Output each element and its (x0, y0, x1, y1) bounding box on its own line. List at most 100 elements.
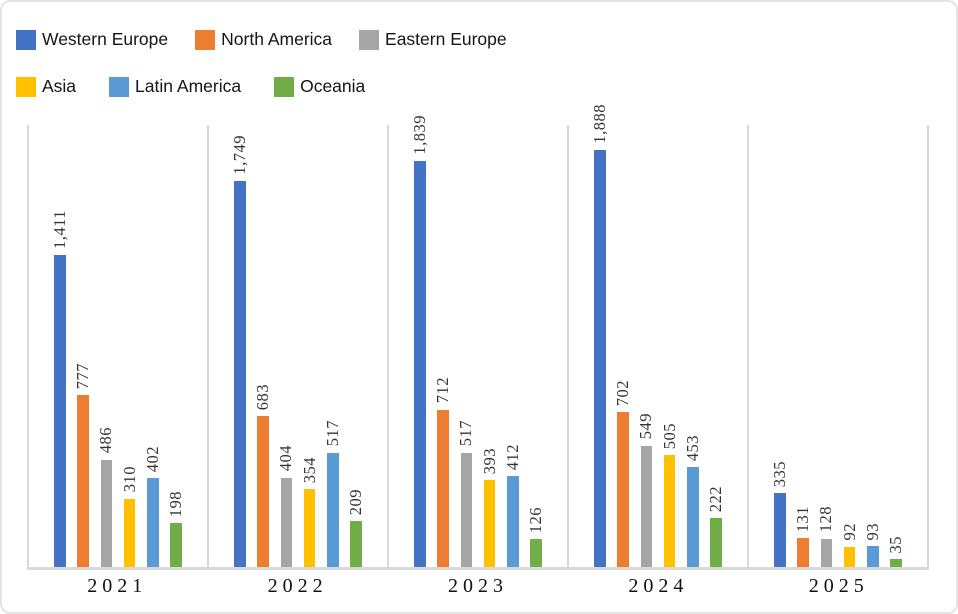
year-panel-2023: 1,839 712 517 393 412 126 (389, 115, 569, 567)
legend-item-latin-america: Latin America (109, 76, 241, 97)
legend-item-label: North America (221, 29, 333, 49)
legend-item-label: Asia (42, 76, 77, 96)
bar-value-label: 222 (705, 485, 725, 512)
bar-slot-asia-2023: 393 (479, 125, 499, 567)
bar-value-label: 310 (119, 466, 139, 493)
bar-slot-eastern-europe-2021: 486 (96, 125, 116, 567)
bar-slot-latin-america-2021: 402 (142, 125, 162, 567)
legend-item-western-europe: Western Europe (16, 29, 168, 50)
x-axis-label-2024: 2024 (628, 575, 689, 597)
bar-value-label: 517 (322, 420, 342, 447)
bar-slot-asia-2021: 310 (119, 125, 139, 567)
bar-eastern-europe-2021 (100, 459, 113, 567)
bar-asia-2022 (303, 488, 316, 567)
bar-value-label: 35 (885, 535, 905, 554)
bar-north-america-2021 (77, 395, 89, 567)
bar-oceania-2024 (710, 517, 722, 567)
bar-value-label: 683 (252, 383, 272, 411)
bar-asia-2021 (123, 498, 136, 567)
bar-slot-eastern-europe-2023: 517 (456, 125, 476, 567)
bar-latin-america-2025 (867, 546, 879, 567)
bar-value-label: 92 (839, 523, 859, 541)
bar-slot-western-europe-2023: 1,839 (410, 115, 429, 567)
legend-item-north-america: North America (195, 29, 332, 50)
x-axis-label-2023: 2023 (447, 575, 508, 597)
bar-value-label: 412 (502, 443, 522, 470)
legend-item-oceania: Oceania (274, 76, 365, 97)
bar-eastern-europe-2024 (640, 445, 653, 567)
year-panel-2021: 1,411 777 486 310 402 198 (29, 125, 209, 567)
bar-western-europe-2024 (594, 149, 606, 567)
bar-value-label: 453 (682, 434, 702, 461)
bar-slot-western-europe-2021: 1,411 (49, 125, 69, 567)
bar-value-label: 1,888 (589, 104, 609, 144)
legend-swatch-latin-america (109, 76, 130, 97)
bar-value-label: 93 (862, 522, 882, 541)
bar-value-label: 1,411 (49, 210, 69, 250)
bar-latin-america-2024 (687, 466, 699, 567)
bar-eastern-europe-2023 (460, 452, 473, 567)
bar-latin-america-2022 (327, 452, 339, 567)
bar-slot-oceania-2023: 126 (526, 125, 545, 567)
bar-value-label: 131 (792, 505, 812, 532)
bar-oceania-2023 (530, 539, 542, 567)
legend-item-label: Latin America (135, 76, 242, 96)
bar-slot-western-europe-2022: 1,749 (229, 125, 249, 567)
legend-row-2: Asia Latin America Oceania (16, 76, 365, 97)
bar-eastern-europe-2025 (820, 538, 833, 567)
x-axis-label-2025: 2025 (808, 575, 869, 597)
bar-slot-latin-america-2023: 412 (502, 125, 522, 567)
legend-item-asia: Asia (16, 76, 76, 97)
bar-slot-latin-america-2025: 93 (862, 125, 882, 567)
bar-value-label: 1,749 (229, 134, 249, 175)
bar-slot-north-america-2025: 131 (792, 125, 812, 567)
bar-slot-oceania-2025: 35 (885, 125, 905, 567)
bar-slot-eastern-europe-2022: 404 (276, 125, 296, 567)
legend-swatch-north-america (195, 29, 216, 50)
bar-value-label: 393 (479, 447, 499, 475)
bar-slot-asia-2022: 354 (299, 125, 318, 567)
bar-value-label: 402 (142, 445, 162, 473)
bar-slot-western-europe-2025: 335 (769, 125, 789, 567)
bar-value-label: 702 (612, 379, 632, 406)
bar-value-label: 335 (769, 460, 789, 487)
legend-swatch-eastern-europe (359, 29, 380, 50)
bar-value-label: 505 (659, 423, 679, 450)
bar-slot-asia-2024: 505 (659, 125, 679, 567)
bar-latin-america-2023 (507, 475, 519, 567)
bar-slot-north-america-2021: 777 (72, 125, 92, 567)
bar-slot-latin-america-2022: 517 (322, 125, 342, 567)
bar-slot-latin-america-2024: 453 (682, 125, 702, 567)
bar-north-america-2023 (437, 409, 449, 567)
legend-item-label: Oceania (300, 76, 366, 96)
bar-slot-oceania-2024: 222 (705, 125, 725, 567)
bar-western-europe-2023 (414, 160, 426, 567)
bar-asia-2024 (663, 455, 676, 567)
bar-latin-america-2021 (147, 478, 159, 567)
x-axis: 2021 2022 2023 2024 2025 (27, 575, 929, 605)
bar-value-label: 517 (456, 420, 476, 447)
plot-area: 1,411 777 486 310 402 198 1,749 683 404 354 517 209… (27, 104, 929, 570)
bar-eastern-europe-2022 (280, 477, 293, 567)
legend-swatch-western-europe (16, 29, 36, 50)
bar-north-america-2025 (797, 538, 809, 567)
bar-value-label: 198 (165, 490, 185, 518)
bar-value-label: 549 (636, 413, 656, 440)
bar-value-label: 777 (72, 363, 92, 390)
bar-oceania-2025 (890, 559, 902, 567)
legend-item-label: Western Europe (42, 29, 169, 49)
year-panel-2024: 1,888 702 549 505 453 222 (569, 104, 749, 567)
bar-value-label: 404 (276, 445, 296, 472)
bar-value-label: 128 (816, 506, 836, 533)
legend-swatch-asia (16, 76, 36, 97)
bar-slot-north-america-2022: 683 (252, 125, 272, 567)
bar-oceania-2021 (170, 523, 182, 567)
bar-slot-north-america-2024: 702 (612, 125, 632, 567)
bar-value-label: 712 (432, 377, 452, 404)
bar-value-label: 486 (96, 427, 116, 454)
x-axis-label-2021: 2021 (87, 575, 148, 597)
year-panel-2022: 1,749 683 404 354 517 209 (209, 125, 389, 567)
legend-row-1: Western Europe North America Eastern Europ… (16, 29, 507, 50)
bar-slot-eastern-europe-2024: 549 (636, 125, 656, 567)
